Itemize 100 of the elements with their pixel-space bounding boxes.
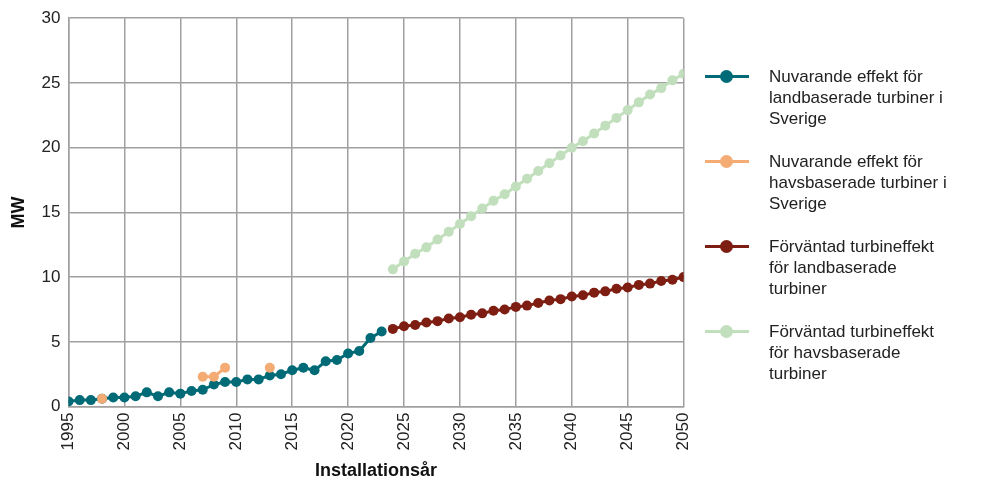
point: [499, 189, 510, 200]
point: [600, 120, 611, 131]
point: [220, 362, 231, 373]
point: [320, 356, 331, 367]
legend-label: Nuvarande effekt för landbaserade turbiner i Sverige: [769, 66, 944, 129]
point: [264, 362, 275, 373]
y-tick-label: 20: [41, 137, 61, 157]
point: [387, 264, 398, 275]
point: [611, 112, 622, 123]
point: [298, 362, 309, 373]
point: [499, 304, 510, 315]
point: [577, 290, 588, 301]
point: [533, 298, 544, 309]
point: [645, 89, 656, 100]
point: [421, 317, 432, 328]
x-tick-label: 2005: [170, 412, 190, 451]
x-tick-label: 1995: [58, 412, 78, 451]
point: [555, 150, 566, 161]
point: [399, 321, 410, 332]
point: [276, 369, 286, 380]
point: [399, 256, 410, 267]
y-tick-label: 25: [41, 72, 61, 92]
y-tick-label: 5: [51, 331, 61, 351]
y-tick-label: 15: [41, 202, 61, 222]
point: [365, 332, 376, 343]
point: [220, 376, 231, 387]
x-axis-title: Installationsår: [315, 460, 438, 481]
point: [208, 371, 219, 382]
x-tick-label: 2010: [225, 412, 245, 451]
point: [197, 371, 208, 382]
point: [667, 274, 678, 285]
point: [331, 354, 342, 365]
point: [175, 388, 186, 399]
point: [510, 301, 521, 312]
x-tick-label: 2040: [561, 412, 581, 451]
y-tick-label: 10: [41, 266, 61, 286]
point: [343, 348, 354, 359]
point: [589, 128, 600, 139]
point: [443, 313, 454, 324]
point: [421, 242, 432, 253]
point: [197, 384, 208, 395]
x-tick-label: 2050: [673, 412, 693, 451]
x-tick-label: 2020: [337, 412, 357, 451]
x-tick-label: 2030: [449, 412, 469, 451]
point: [477, 308, 488, 319]
point: [566, 291, 577, 302]
point: [376, 326, 387, 337]
point: [231, 376, 242, 387]
point: [74, 395, 85, 406]
point: [85, 395, 96, 406]
y-axis-title: MW: [7, 196, 28, 229]
y-tick-label: 30: [41, 7, 61, 27]
legend-label: Nuvarande effekt för havsbaserade turbiner i Sverige: [769, 151, 948, 214]
point: [633, 279, 644, 290]
point: [432, 234, 443, 245]
point: [454, 312, 465, 323]
point: [443, 226, 454, 237]
point: [611, 283, 622, 294]
point: [410, 248, 421, 259]
point: [622, 282, 633, 293]
point: [488, 305, 499, 316]
x-tick-label: 2025: [393, 412, 413, 451]
point: [309, 365, 320, 376]
point: [533, 165, 544, 176]
point: [354, 345, 365, 356]
y-tick-label: 0: [51, 396, 61, 416]
point: [466, 211, 477, 222]
point: [108, 392, 119, 403]
point: [287, 365, 298, 376]
point: [544, 295, 555, 306]
point: [600, 286, 611, 297]
point: [387, 323, 398, 334]
point: [432, 316, 443, 327]
point: [645, 278, 656, 289]
point: [410, 320, 421, 331]
point: [633, 97, 644, 108]
point: [130, 391, 141, 402]
point: [589, 287, 600, 298]
point: [242, 374, 253, 385]
point: [667, 75, 678, 86]
point: [186, 386, 197, 397]
point: [466, 309, 477, 320]
point: [656, 276, 667, 287]
point: [164, 387, 175, 398]
legend-label: Förväntad turbineffekt för havsbaserade turbiner: [769, 321, 936, 384]
point: [477, 203, 488, 214]
point: [544, 158, 555, 169]
legend-label: Förväntad turbineffekt för landbaserade turbiner: [769, 236, 936, 299]
point: [622, 105, 633, 116]
point: [566, 142, 577, 153]
point: [510, 181, 521, 192]
point: [488, 195, 499, 206]
point: [152, 391, 163, 402]
x-tick-label: 2000: [114, 412, 134, 451]
point: [119, 392, 130, 403]
point: [522, 300, 533, 311]
point: [522, 173, 533, 184]
point: [656, 83, 667, 94]
point: [141, 387, 152, 398]
x-tick-label: 2035: [505, 412, 525, 451]
